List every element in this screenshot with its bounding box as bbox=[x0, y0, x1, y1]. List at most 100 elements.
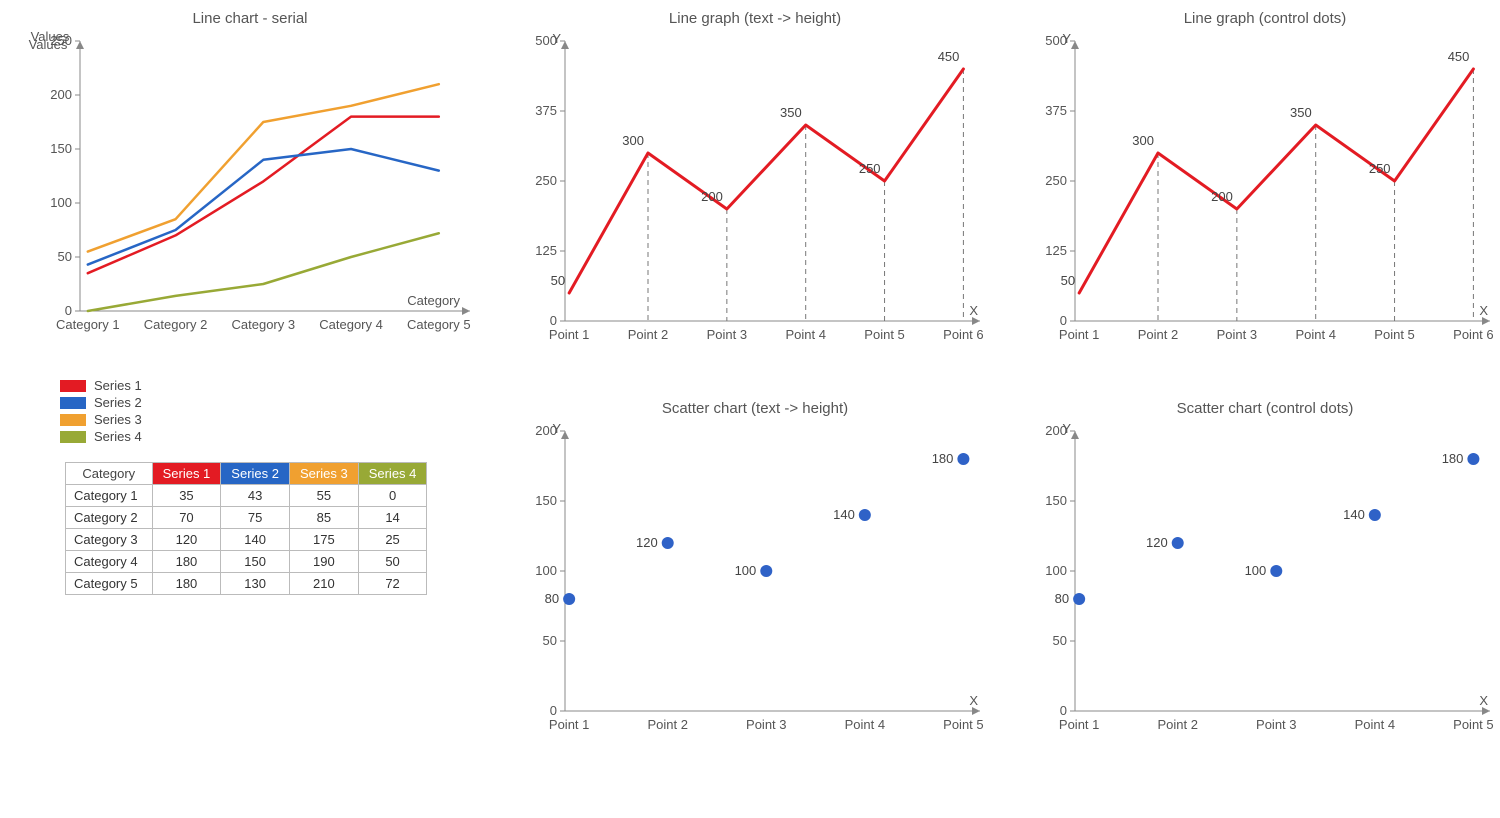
svg-text:Values: Values bbox=[29, 37, 68, 52]
svg-text:Y: Y bbox=[1062, 421, 1071, 436]
value-label: 250 bbox=[859, 161, 881, 176]
table-cell-value: 130 bbox=[221, 573, 290, 595]
svg-text:Point 5: Point 5 bbox=[1453, 717, 1493, 732]
svg-text:0: 0 bbox=[1060, 703, 1067, 718]
svg-text:Point 4: Point 4 bbox=[1355, 717, 1395, 732]
table-cell-value: 14 bbox=[358, 507, 427, 529]
svg-text:Point 2: Point 2 bbox=[1138, 327, 1178, 342]
svg-text:150: 150 bbox=[50, 141, 72, 156]
value-label: 180 bbox=[932, 451, 954, 466]
table-cell-category: Category 3 bbox=[66, 529, 153, 551]
scatter-point bbox=[1467, 453, 1479, 465]
svg-text:X: X bbox=[1479, 693, 1488, 708]
svg-text:100: 100 bbox=[50, 195, 72, 210]
value-label: 140 bbox=[1343, 507, 1365, 522]
svg-text:Point 4: Point 4 bbox=[785, 327, 825, 342]
value-label: 350 bbox=[1290, 105, 1312, 120]
table-cell-value: 55 bbox=[290, 485, 359, 507]
value-label: 300 bbox=[622, 133, 644, 148]
table-cell-value: 180 bbox=[152, 551, 221, 573]
svg-text:Point 1: Point 1 bbox=[1059, 327, 1099, 342]
svg-text:0: 0 bbox=[65, 303, 72, 318]
legend-item: Series 1 bbox=[60, 378, 490, 393]
svg-text:0: 0 bbox=[1060, 313, 1067, 328]
scatter-chart-svg: 050100150200Point 1Point 2Point 3Point 4… bbox=[510, 421, 1000, 751]
svg-text:Point 6: Point 6 bbox=[943, 327, 983, 342]
svg-text:Point 5: Point 5 bbox=[1374, 327, 1414, 342]
svg-text:Point 4: Point 4 bbox=[845, 717, 885, 732]
table-cell-value: 140 bbox=[221, 529, 290, 551]
panel-scatter-dots: Scatter chart (control dots) 05010015020… bbox=[1020, 400, 1500, 780]
panel-line-graph-text: Line graph (text -> height) 012525037550… bbox=[510, 10, 1000, 390]
series-line bbox=[88, 84, 439, 251]
svg-text:375: 375 bbox=[535, 103, 557, 118]
svg-text:X: X bbox=[969, 303, 978, 318]
scatter-point bbox=[662, 537, 674, 549]
table-cell-value: 190 bbox=[290, 551, 359, 573]
svg-text:375: 375 bbox=[1045, 103, 1067, 118]
table-cell-value: 0 bbox=[358, 485, 427, 507]
table-cell-value: 35 bbox=[152, 485, 221, 507]
scatter-point bbox=[760, 565, 772, 577]
legend-swatch bbox=[60, 414, 86, 426]
chart-title: Line graph (text -> height) bbox=[510, 10, 1000, 27]
table-row: Category 270758514 bbox=[66, 507, 427, 529]
svg-text:Point 3: Point 3 bbox=[746, 717, 786, 732]
table-cell-value: 50 bbox=[358, 551, 427, 573]
table-cell-category: Category 5 bbox=[66, 573, 153, 595]
legend-swatch bbox=[60, 397, 86, 409]
table-cell-value: 180 bbox=[152, 573, 221, 595]
value-label: 80 bbox=[1055, 591, 1069, 606]
panel-line-graph-dots: Line graph (control dots) 0125250375500P… bbox=[1020, 10, 1500, 390]
value-label: 100 bbox=[1245, 563, 1267, 578]
table-cell-value: 75 bbox=[221, 507, 290, 529]
svg-text:X: X bbox=[1479, 303, 1488, 318]
series-line bbox=[88, 117, 439, 274]
scatter-point bbox=[1073, 593, 1085, 605]
value-label: 140 bbox=[833, 507, 855, 522]
svg-text:125: 125 bbox=[1045, 243, 1067, 258]
svg-text:Y: Y bbox=[552, 421, 561, 436]
svg-text:Y: Y bbox=[1062, 31, 1071, 46]
table-cell-value: 175 bbox=[290, 529, 359, 551]
svg-text:Point 3: Point 3 bbox=[1256, 717, 1296, 732]
value-label: 180 bbox=[1442, 451, 1464, 466]
data-table: CategorySeries 1Series 2Series 3Series 4… bbox=[65, 462, 427, 595]
table-cell-value: 72 bbox=[358, 573, 427, 595]
table-header-series: Series 2 bbox=[221, 463, 290, 485]
svg-text:200: 200 bbox=[50, 87, 72, 102]
svg-text:Category 2: Category 2 bbox=[144, 317, 208, 332]
table-header-series: Series 3 bbox=[290, 463, 359, 485]
svg-text:150: 150 bbox=[1045, 493, 1067, 508]
value-label: 450 bbox=[938, 49, 960, 64]
panel-line-chart-serial: Line chart - serial 050100150200250Categ… bbox=[10, 10, 490, 390]
svg-text:Point 2: Point 2 bbox=[628, 327, 668, 342]
value-label: 350 bbox=[780, 105, 802, 120]
svg-text:Point 2: Point 2 bbox=[1157, 717, 1197, 732]
svg-text:0: 0 bbox=[550, 703, 557, 718]
scatter-point bbox=[859, 509, 871, 521]
svg-text:250: 250 bbox=[535, 173, 557, 188]
scatter-point bbox=[563, 593, 575, 605]
svg-text:Category 4: Category 4 bbox=[319, 317, 383, 332]
svg-text:50: 50 bbox=[1053, 633, 1067, 648]
svg-text:Point 1: Point 1 bbox=[549, 717, 589, 732]
svg-text:150: 150 bbox=[535, 493, 557, 508]
svg-text:Category: Category bbox=[407, 293, 460, 308]
svg-text:Category 3: Category 3 bbox=[232, 317, 296, 332]
legend-label: Series 2 bbox=[94, 395, 142, 410]
line-chart-svg: 050100150200250Category 1Category 2Categ… bbox=[10, 31, 490, 351]
legend-label: Series 4 bbox=[94, 429, 142, 444]
line-graph-svg: 0125250375500Point 1Point 2Point 3Point … bbox=[510, 31, 1000, 361]
table-cell-value: 210 bbox=[290, 573, 359, 595]
chart-title: Line chart - serial bbox=[10, 10, 490, 27]
table-header-series: Series 1 bbox=[152, 463, 221, 485]
table-cell-value: 70 bbox=[152, 507, 221, 529]
value-label: 200 bbox=[1211, 189, 1233, 204]
table-row: Category 518013021072 bbox=[66, 573, 427, 595]
legend-item: Series 4 bbox=[60, 429, 490, 444]
legend-item: Series 2 bbox=[60, 395, 490, 410]
svg-text:Point 4: Point 4 bbox=[1295, 327, 1335, 342]
svg-text:250: 250 bbox=[1045, 173, 1067, 188]
table-cell-value: 43 bbox=[221, 485, 290, 507]
